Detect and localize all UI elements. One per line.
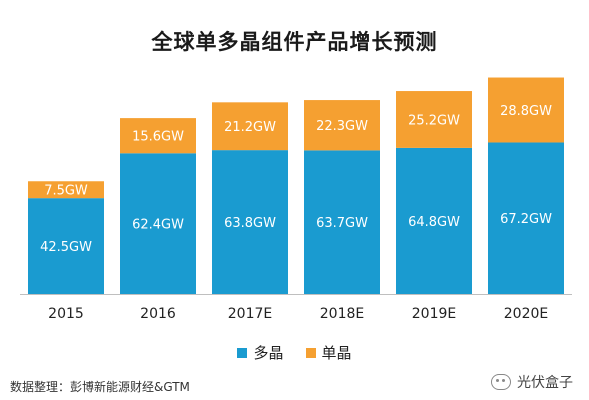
data-label-mono-2017E: 21.2GW bbox=[224, 120, 276, 135]
data-label-poly-2017E: 63.8GW bbox=[224, 216, 276, 231]
bar-poly-2019E bbox=[396, 147, 472, 294]
chart-legend: 多晶 单晶 bbox=[0, 342, 589, 363]
data-label-mono-2019E: 25.2GW bbox=[408, 113, 460, 128]
x-tick-label-2019E: 2019E bbox=[412, 306, 456, 322]
data-label-poly-2015: 42.5GW bbox=[40, 240, 92, 255]
data-label-mono-2018E: 22.3GW bbox=[316, 119, 368, 134]
data-label-mono-2015: 7.5GW bbox=[44, 184, 88, 199]
chart-title: 全球单多晶组件产品增长预测 bbox=[151, 30, 438, 54]
x-tick-label-2015: 2015 bbox=[48, 306, 84, 322]
bar-mono-2015 bbox=[28, 181, 104, 199]
watermark: 光伏盒子 bbox=[491, 372, 573, 392]
legend-label-mono: 单晶 bbox=[321, 344, 352, 362]
bar-mono-2019E bbox=[396, 91, 472, 148]
x-tick-label-2017E: 2017E bbox=[228, 306, 272, 322]
source-note: 数据整理：彭博新能源财经&GTM bbox=[10, 380, 190, 394]
bar-mono-2018E bbox=[304, 100, 380, 151]
legend-item-mono: 单晶 bbox=[305, 342, 352, 363]
bar-mono-2020E bbox=[488, 77, 564, 143]
bar-poly-2018E bbox=[304, 150, 380, 294]
bar-mono-2016 bbox=[120, 118, 196, 154]
legend-label-poly: 多晶 bbox=[253, 344, 284, 362]
data-label-poly-2018E: 63.7GW bbox=[316, 216, 368, 231]
data-label-poly-2019E: 64.8GW bbox=[408, 215, 460, 230]
data-label-mono-2020E: 28.8GW bbox=[500, 104, 552, 119]
x-tick-label-2016: 2016 bbox=[140, 306, 176, 322]
data-label-mono-2016: 15.6GW bbox=[132, 130, 184, 145]
legend-swatch-mono bbox=[305, 347, 316, 358]
x-tick-label-2018E: 2018E bbox=[320, 306, 364, 322]
watermark-text: 光伏盒子 bbox=[517, 375, 573, 391]
bar-mono-2017E bbox=[212, 102, 288, 151]
data-label-poly-2016: 62.4GW bbox=[132, 218, 184, 233]
bar-poly-2015 bbox=[28, 198, 104, 294]
legend-item-poly: 多晶 bbox=[237, 342, 284, 363]
wechat-icon bbox=[491, 374, 511, 390]
legend-swatch-poly bbox=[237, 347, 248, 358]
bar-poly-2017E bbox=[212, 150, 288, 294]
bar-poly-2020E bbox=[488, 142, 564, 294]
data-label-poly-2020E: 67.2GW bbox=[500, 212, 552, 227]
bar-poly-2016 bbox=[120, 153, 196, 294]
x-tick-label-2020E: 2020E bbox=[504, 306, 548, 322]
